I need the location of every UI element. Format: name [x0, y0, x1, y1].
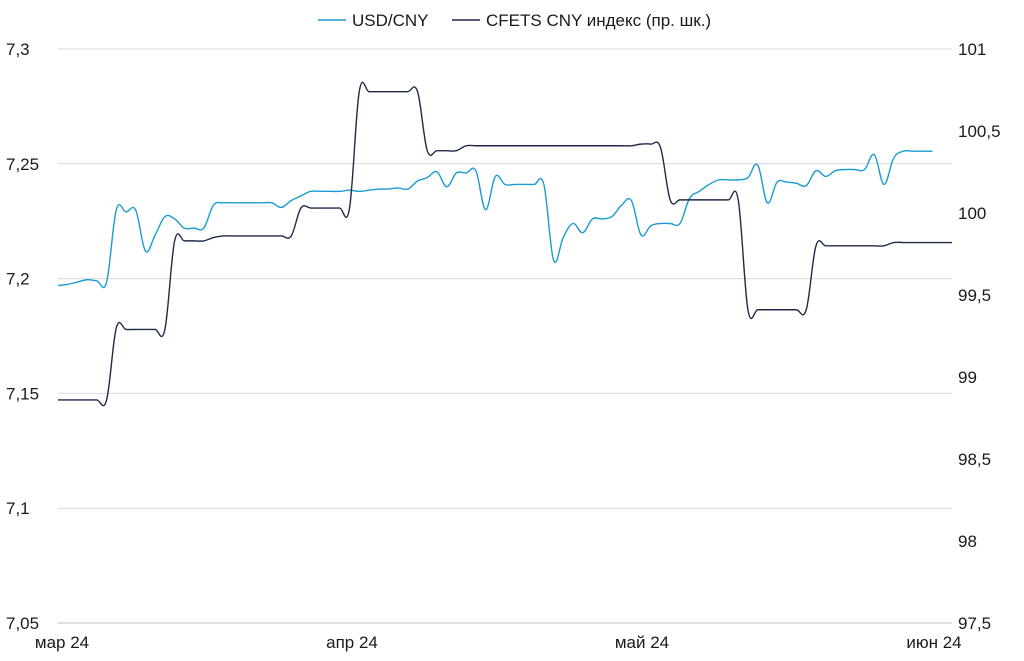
y-right-tick-label: 98	[958, 532, 977, 551]
y-right-tick-label: 101	[958, 40, 986, 59]
x-tick-label: мар 24	[35, 633, 89, 652]
legend: USD/CNY CFETS CNY индекс (пр. шк.)	[318, 11, 711, 30]
x-tick-label: июн 24	[906, 633, 961, 652]
y-right-tick-label: 98,5	[958, 450, 991, 469]
y-left-tick-label: 7,1	[6, 499, 30, 518]
grid-lines	[58, 48, 952, 509]
y-left-tick-label: 7,25	[6, 155, 39, 174]
y-left-tick-label: 7,3	[6, 40, 30, 59]
x-tick-label: май 24	[615, 633, 669, 652]
y-left-tick-label: 7,15	[6, 384, 39, 403]
y-right-tick-label: 100	[958, 204, 986, 223]
legend-label-usdcny: USD/CNY	[352, 11, 429, 30]
axes: 7,05 7,1 7,15 7,2 7,25 7,3 97,5 98 98,5 99 99,5 100…	[6, 40, 1001, 652]
y-right-tick-label: 99	[958, 368, 977, 387]
y-left-tick-label: 7,2	[6, 270, 30, 289]
y-right-tick-label: 99,5	[958, 286, 991, 305]
series-line-usdcny	[57, 149, 933, 289]
series-line-cfets	[58, 81, 952, 407]
series-lines	[57, 81, 952, 407]
y-right-tick-label: 100,5	[958, 122, 1001, 141]
y-right-tick-label: 97,5	[958, 614, 991, 633]
legend-label-cfets: CFETS CNY индекс (пр. шк.)	[486, 11, 711, 30]
x-tick-label: апр 24	[326, 633, 378, 652]
y-left-tick-label: 7,05	[6, 614, 39, 633]
